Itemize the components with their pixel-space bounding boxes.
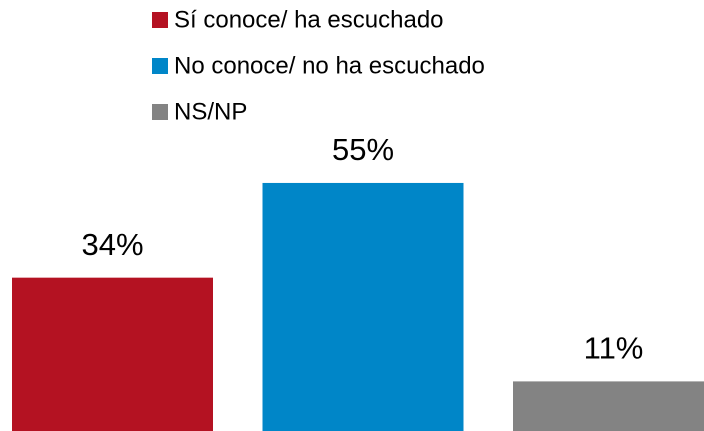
legend-label: NS/NP	[174, 98, 247, 125]
legend-label: No conoce/ no ha escuchado	[174, 52, 485, 79]
legend-swatch	[152, 12, 168, 28]
legend-label: Sí conoce/ ha escuchado	[174, 6, 444, 33]
value-label: 55%	[332, 132, 394, 167]
legend-swatch	[152, 104, 168, 120]
value-label: 34%	[81, 227, 143, 262]
bar	[12, 277, 213, 431]
legend-swatch	[152, 58, 168, 74]
bar	[262, 182, 464, 431]
bar	[513, 381, 704, 431]
value-label: 11%	[584, 331, 644, 366]
